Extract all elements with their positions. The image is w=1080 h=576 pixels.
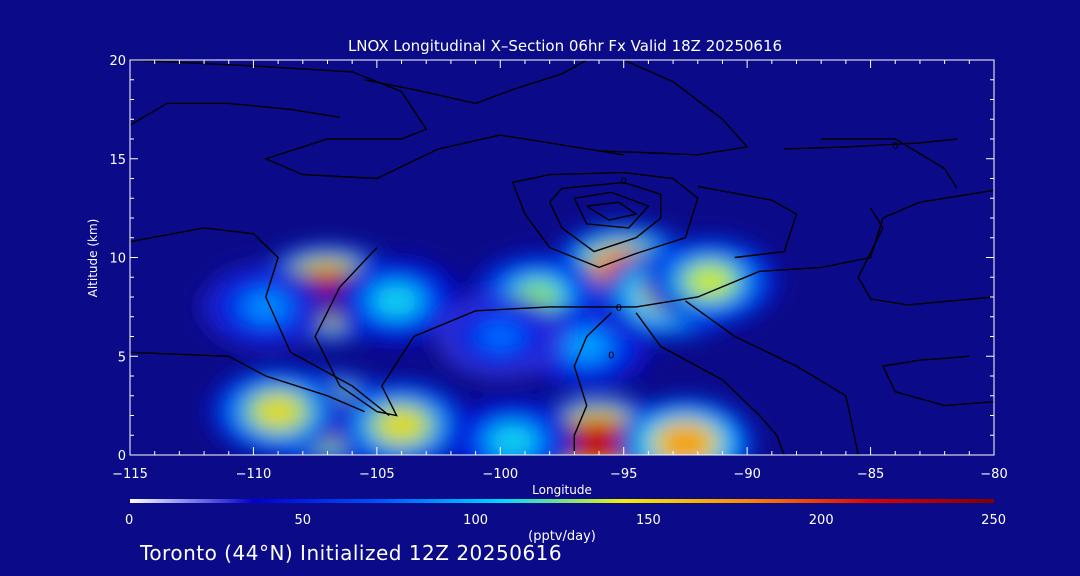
- contour-line: [697, 185, 798, 259]
- x-tick-label: −100: [482, 467, 518, 482]
- x-axis-label: Longitude: [532, 483, 592, 497]
- heat-hotspot: [615, 396, 756, 455]
- contour-line: [573, 191, 650, 229]
- contour-line: [549, 181, 662, 253]
- contour-line: [130, 227, 390, 417]
- contour-line: [511, 171, 699, 269]
- y-tick-label: 15: [109, 153, 126, 168]
- heat-hotspot: [200, 264, 331, 350]
- x-tick-label: −95: [610, 467, 637, 482]
- contour-line: [364, 60, 588, 105]
- colorbar-ticks: 0 50 100 150 200 250: [125, 513, 1006, 528]
- footer-caption: Toronto (44°N) Initialized 12Z 20250616: [140, 541, 563, 565]
- colorbar-label: (pptv/day): [528, 529, 596, 544]
- colorbar: [130, 499, 994, 503]
- y-tick-label: 10: [109, 252, 126, 267]
- contour-line: [130, 351, 365, 413]
- contour-label: 0: [616, 303, 622, 314]
- x-tick-label: −85: [857, 467, 884, 482]
- y-tick-label: 20: [109, 54, 126, 69]
- axes: −115 −110 −105 −100 −95 −90 −85 −80 0 5 10 15 20: [109, 54, 1007, 482]
- heat-hotspot: [446, 397, 579, 455]
- x-tick-label: −90: [733, 467, 760, 482]
- colorbar-tick-label: 150: [636, 513, 661, 528]
- contour-lines: [130, 60, 994, 455]
- colorbar-tick-label: 100: [463, 513, 488, 528]
- colorbar-tick-label: 50: [295, 513, 312, 528]
- heat-hotspot: [209, 366, 347, 455]
- colorbar-tick-label: 0: [125, 513, 133, 528]
- y-tick-label: 0: [118, 449, 126, 464]
- heat-hotspot: [435, 294, 565, 379]
- contour-label: 0: [621, 176, 627, 187]
- heat-hotspot: [642, 236, 779, 327]
- contour-line: [635, 312, 785, 455]
- contour-line: [130, 102, 340, 126]
- colorbar-tick-label: 250: [981, 513, 1006, 528]
- x-tick-label: −105: [359, 467, 395, 482]
- chart-title: LNOX Longitudinal X–Section 06hr Fx Vali…: [348, 37, 782, 55]
- contour-line: [573, 312, 612, 455]
- contour-line: [586, 201, 638, 221]
- contour-line: [821, 138, 958, 189]
- x-tick-label: −80: [980, 467, 1007, 482]
- contour-label: 0: [608, 350, 614, 361]
- x-tick-label: −115: [112, 467, 148, 482]
- y-tick-label: 5: [118, 350, 126, 365]
- heat-hotspot: [330, 257, 463, 345]
- contour-line: [881, 355, 994, 407]
- contour-line: [598, 60, 749, 156]
- contour-line: [857, 207, 994, 306]
- contour-line: [784, 138, 958, 150]
- contour-line: [684, 300, 859, 455]
- x-tick-label: −110: [236, 467, 272, 482]
- contour-line: [130, 60, 624, 180]
- contour-labels: 0 0 0 0: [608, 141, 898, 361]
- contour-label: 0: [892, 141, 898, 152]
- colorbar-tick-label: 200: [809, 513, 834, 528]
- y-axis-label: Altitude (km): [86, 219, 100, 298]
- heat-hotspot: [333, 380, 471, 455]
